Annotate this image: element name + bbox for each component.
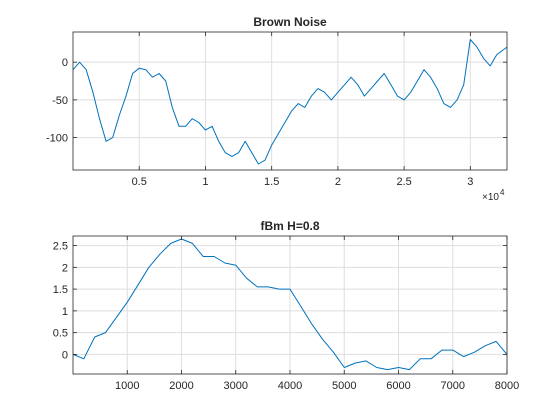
y-tick-label: -100 [46, 133, 68, 145]
y-tick-label: -50 [52, 95, 68, 107]
chart-title: Brown Noise [253, 15, 327, 29]
plot-area [73, 32, 507, 170]
x-tick-label: 2 [335, 176, 341, 188]
series-line [72, 39, 508, 165]
y-tick-label: 2.5 [53, 241, 68, 253]
y-tick-label: 2 [62, 262, 68, 274]
x-exponent-label: ×10 [482, 192, 499, 203]
y-tick-label: 1.5 [53, 284, 68, 296]
y-tick-label: 1 [62, 306, 68, 318]
x-tick-label: 7000 [441, 380, 465, 392]
x-tick-label: 4000 [278, 380, 302, 392]
x-tick-label: 1 [202, 176, 208, 188]
y-tick-label: 0 [62, 349, 68, 361]
x-exponent-power: 4 [500, 188, 505, 197]
x-tick-label: 1000 [115, 380, 139, 392]
x-tick-label: 2.5 [396, 176, 411, 188]
x-tick-label: 2000 [169, 380, 193, 392]
y-tick-label: 0.5 [53, 328, 68, 340]
fbm-axes: 1000 2000 3000 4000 5000 6000 7000 8000 0 0.5 1 1.5… [53, 219, 520, 392]
x-tick-label: 1.5 [264, 176, 279, 188]
y-tick-label: 0 [62, 57, 68, 69]
x-tick-label: 6000 [386, 380, 410, 392]
x-tick-label: 3000 [224, 380, 248, 392]
x-tick-label: 3 [467, 176, 473, 188]
axes-frame [72, 31, 508, 171]
series-line [72, 238, 508, 371]
x-tick-label: 0.5 [132, 176, 147, 188]
x-tick-label: 8000 [495, 380, 519, 392]
brown-noise-axes: 0.5 1 1.5 2 2.5 3 0 -50 -100 Brown Noise ×10 4 [46, 15, 508, 203]
chart-title: fBm H=0.8 [260, 219, 319, 233]
x-tick-label: 5000 [332, 380, 356, 392]
